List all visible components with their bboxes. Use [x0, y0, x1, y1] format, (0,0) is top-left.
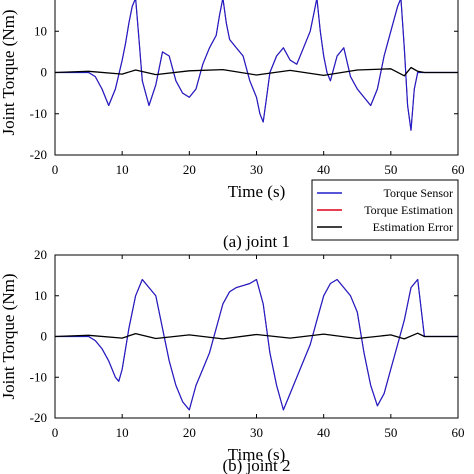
legend-label: Estimation Error: [373, 220, 453, 234]
panel-2-xtick-label: 40: [317, 425, 330, 440]
panel-1-ytick-label: -10: [30, 106, 47, 121]
panel-1-xtick-label: 0: [52, 162, 59, 177]
panel-1-series-estimation-error: [55, 66, 458, 77]
panel-2-xlabel: Time (s): [228, 445, 285, 464]
panel-1-xtick-label: 30: [250, 162, 263, 177]
panel-1-ytick-label: 0: [41, 65, 48, 80]
panel-1-xlabel: Time (s): [228, 182, 285, 201]
panel-1-ylabel: Joint Torque (Nm): [0, 10, 18, 136]
panel-2-xtick-label: 0: [52, 425, 59, 440]
legend-label: Torque Sensor: [384, 186, 453, 200]
panel-2-xtick-label: 30: [250, 425, 263, 440]
panel-2-xtick-label: 10: [116, 425, 129, 440]
panel-1-xtick-label: 40: [317, 162, 330, 177]
panel-1-series-torque-sensor: [55, 0, 458, 131]
panel-2-ytick-label: 0: [41, 329, 48, 344]
panel-1-caption: (a) joint 1: [223, 232, 290, 251]
panel-2-ytick-label: -20: [30, 410, 47, 425]
panel-2-caption: (b) joint 2: [223, 456, 291, 474]
panel-2-ytick-label: 10: [34, 288, 47, 303]
panel-2-xtick-label: 20: [183, 425, 196, 440]
panel-1-series-torque-estimation: [55, 0, 458, 131]
panel-1-ytick-label: 10: [34, 23, 47, 38]
panel-2-ylabel: Joint Torque (Nm): [0, 274, 18, 400]
legend-label: Torque Estimation: [364, 203, 453, 217]
panel-1-xtick-label: 60: [452, 162, 465, 177]
panel-1-xtick-label: 20: [183, 162, 196, 177]
panel-1-xtick-label: 10: [116, 162, 129, 177]
panel-1-ytick-label: -20: [30, 147, 47, 162]
panel-2-ytick-label: 20: [34, 247, 47, 262]
panel-1-plot-frame: [54, 0, 459, 156]
panel-2-series-torque-sensor: [55, 278, 458, 411]
panel-2-xtick-label: 60: [452, 425, 465, 440]
panel-2-xtick-label: 50: [384, 425, 397, 440]
panel-2-ytick-label: -10: [30, 369, 47, 384]
panel-2-series-estimation-error: [55, 332, 458, 340]
panel-1-xtick-label: 50: [384, 162, 397, 177]
